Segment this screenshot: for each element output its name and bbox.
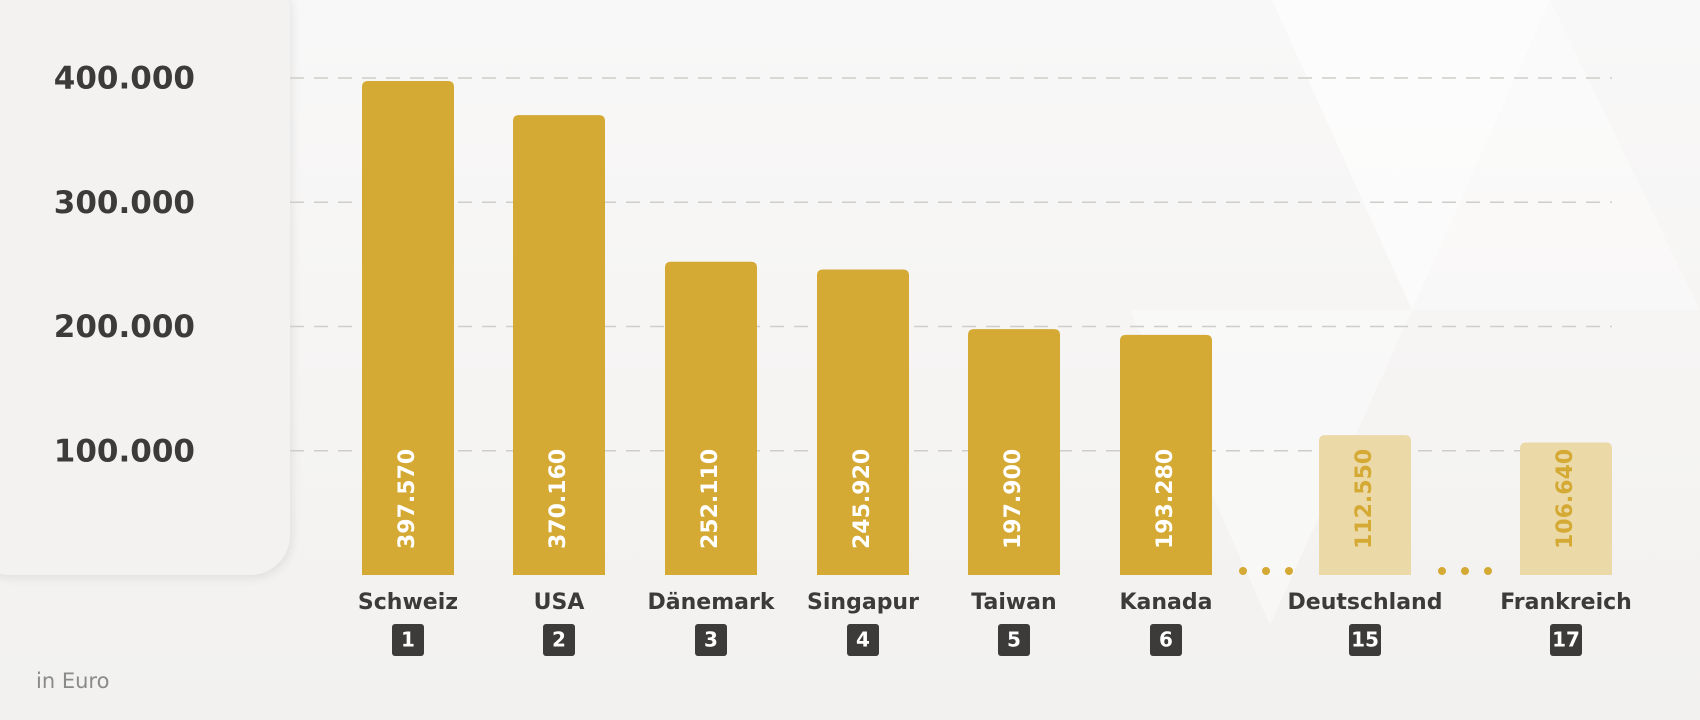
bar: [1520, 442, 1612, 575]
rank-badge: [695, 624, 727, 656]
rank-label: 2: [552, 628, 566, 652]
rank-label: 5: [1007, 628, 1021, 652]
ellipsis-dot: [1461, 567, 1469, 575]
value-label: 370.160: [546, 449, 571, 549]
y-tick-label: 100.000: [54, 433, 195, 469]
rank-badge: [1150, 624, 1182, 656]
ellipsis-dot: [1484, 567, 1492, 575]
bar: [513, 115, 605, 575]
x-tick-label: Singapur: [807, 590, 919, 615]
bar: [817, 269, 909, 575]
value-label: 112.550: [1352, 449, 1377, 549]
y-tick-label: 200.000: [54, 309, 195, 345]
rank-label: 15: [1351, 628, 1379, 652]
rank-label: 3: [704, 628, 718, 652]
x-tick-label: Frankreich: [1500, 590, 1632, 615]
rank-label: 4: [856, 628, 870, 652]
value-label: 245.920: [850, 449, 875, 549]
value-label: 193.280: [1153, 449, 1178, 549]
x-tick-label: Kanada: [1120, 590, 1213, 615]
bar: [665, 261, 757, 575]
rank-badge: [1550, 624, 1582, 656]
ellipsis-dot: [1262, 567, 1270, 575]
x-tick-label: Schweiz: [358, 590, 458, 615]
rank-badge: [998, 624, 1030, 656]
decoration: [1412, 0, 1700, 310]
value-label: 197.900: [1001, 449, 1026, 549]
value-label: 106.640: [1553, 449, 1578, 549]
ellipsis-dot: [1239, 567, 1247, 575]
rank-label: 6: [1159, 628, 1173, 652]
x-tick-label: Dänemark: [648, 590, 776, 615]
unit-note: in Euro: [36, 669, 109, 693]
bar: [1120, 334, 1212, 575]
x-tick-label: Taiwan: [971, 590, 1056, 615]
value-label: 252.110: [698, 449, 723, 549]
bar: [362, 81, 454, 575]
rank-badge: [1349, 624, 1381, 656]
bar: [968, 329, 1060, 575]
rank-badge: [543, 624, 575, 656]
rank-label: 1: [401, 628, 415, 652]
bar: [1319, 435, 1411, 575]
axis-panel: [0, 0, 290, 575]
y-tick-label: 300.000: [54, 185, 195, 221]
rank-label: 17: [1552, 628, 1580, 652]
y-tick-label: 400.000: [54, 61, 195, 97]
ellipsis-dot: [1285, 567, 1293, 575]
x-tick-label: Deutschland: [1288, 590, 1443, 615]
x-tick-label: USA: [534, 590, 585, 615]
decoration: [1272, 0, 1550, 310]
value-label: 397.570: [395, 449, 420, 549]
rank-badge: [847, 624, 879, 656]
ellipsis-dot: [1438, 567, 1446, 575]
rank-badge: [392, 624, 424, 656]
